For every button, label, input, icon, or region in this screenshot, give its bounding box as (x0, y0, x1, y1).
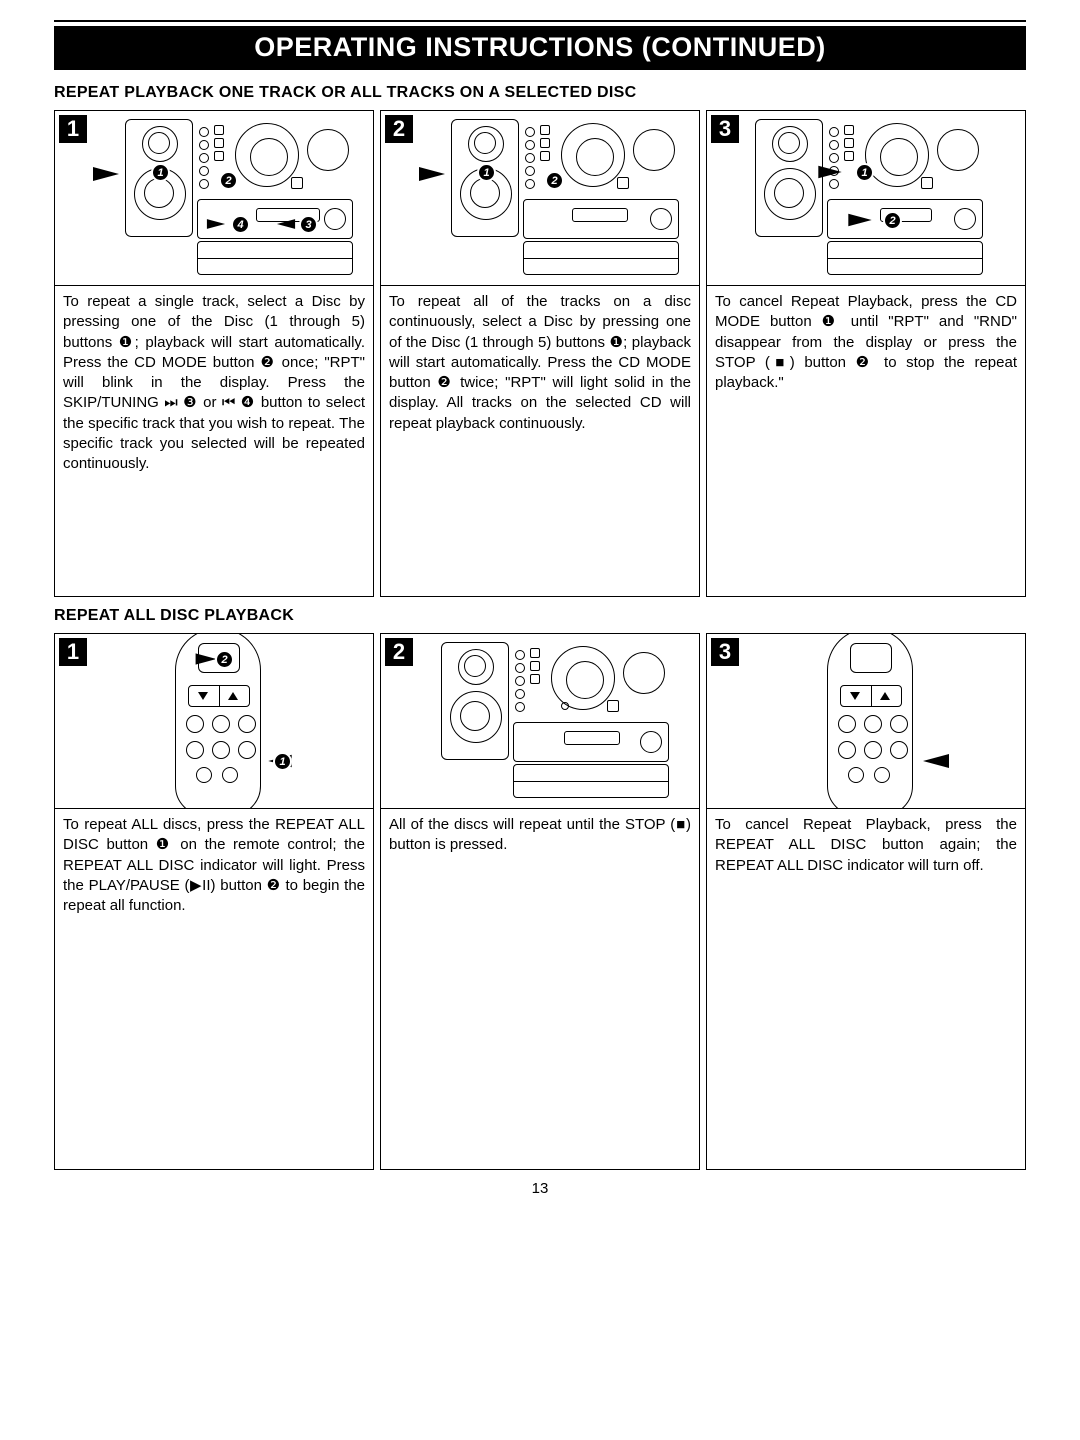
s1-cell2: 2 (380, 110, 700, 597)
remote-illustration (827, 634, 913, 809)
s2-text1: To repeat ALL discs, press the REPEAT AL… (55, 809, 373, 1169)
arrow-icon (923, 754, 949, 768)
callout-badge: 1 (855, 163, 874, 182)
s2-diagram3: 3 (707, 634, 1025, 809)
s1-cell3: 3 1 (706, 110, 1026, 597)
callout-badge: 1 (477, 163, 496, 182)
callout-badge: 4 (231, 215, 250, 234)
s1-diagram3: 3 1 (707, 111, 1025, 286)
top-rule (54, 20, 1026, 22)
stereo-unit-illustration (125, 119, 355, 277)
s2-diagram1: 1 2 1 (55, 634, 373, 809)
s2-text3: To cancel Repeat Playback, press the REP… (707, 809, 1025, 1169)
arrow-icon (93, 167, 119, 181)
arrow-icon (196, 653, 217, 664)
stereo-unit-illustration (441, 642, 671, 800)
s1-text2: To repeat all of the tracks on a disc co… (381, 286, 699, 596)
callout-badge: 2 (883, 211, 902, 230)
arrow-icon (207, 219, 225, 229)
s2-cell2: 2 (380, 633, 700, 1170)
s2-cell3: 3 To cancel Repeat P (706, 633, 1026, 1170)
section1-title: REPEAT PLAYBACK ONE TRACK OR ALL TRACKS … (54, 84, 1026, 102)
s1-diagram1: 1 (55, 111, 373, 286)
s1-diagram2: 2 (381, 111, 699, 286)
s2-diagram2: 2 (381, 634, 699, 809)
stereo-unit-illustration (755, 119, 985, 277)
arrow-icon (848, 214, 871, 227)
callout-badge: 2 (215, 650, 234, 669)
step-number: 2 (385, 115, 413, 143)
section2-title: REPEAT ALL DISC PLAYBACK (54, 607, 1026, 625)
section2-row: 1 2 1 (54, 633, 1026, 1170)
banner-title: OPERATING INSTRUCTIONS (CONTINUED) (54, 26, 1026, 70)
step-number: 3 (711, 638, 739, 666)
s2-text2: All of the discs will repeat until the S… (381, 809, 699, 1169)
page: OPERATING INSTRUCTIONS (CONTINUED) REPEA… (0, 0, 1080, 1227)
s1-cell1: 1 (54, 110, 374, 597)
section1-row: 1 (54, 110, 1026, 597)
callout-badge: 2 (219, 171, 238, 190)
callout-badge: 2 (545, 171, 564, 190)
arrow-icon (277, 219, 295, 229)
s2-cell1: 1 2 1 (54, 633, 374, 1170)
stereo-unit-illustration (451, 119, 681, 277)
s1-text3: To cancel Repeat Playback, press the CD … (707, 286, 1025, 596)
step-number: 1 (59, 638, 87, 666)
callout-badge: 3 (299, 215, 318, 234)
step-number: 2 (385, 638, 413, 666)
arrow-icon (419, 167, 445, 181)
step-number: 1 (59, 115, 87, 143)
arrow-icon (818, 166, 841, 179)
s1-text1: To repeat a single track, select a Disc … (55, 286, 373, 596)
step-number: 3 (711, 115, 739, 143)
page-number: 13 (54, 1180, 1026, 1197)
callout-badge: 1 (273, 752, 292, 771)
callout-badge: 1 (151, 163, 170, 182)
